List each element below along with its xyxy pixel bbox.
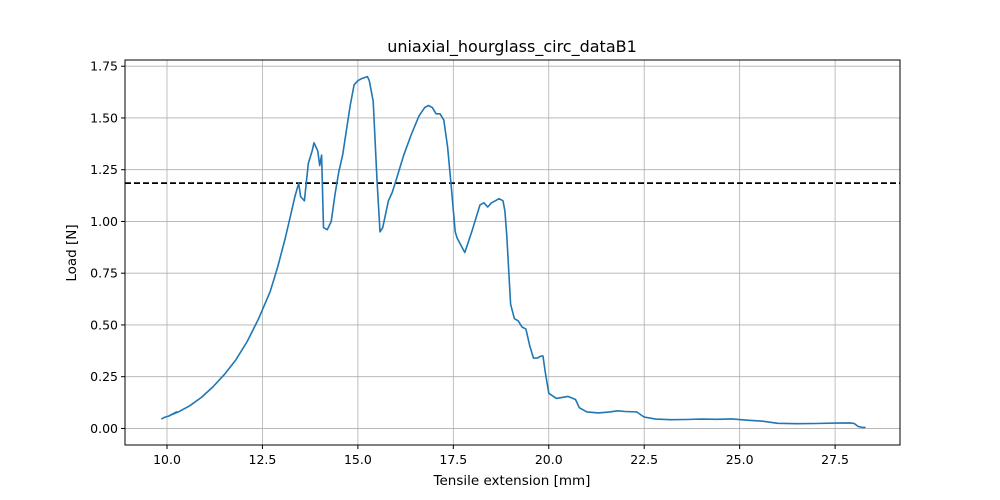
x-tick-label: 10.0	[153, 452, 181, 467]
y-axis: 0.00 0.25 0.50 0.75 1.00 1.25 1.50 1.75	[90, 59, 125, 436]
x-tick-label: 17.5	[439, 452, 467, 467]
x-axis-label: Tensile extension [mm]	[433, 473, 591, 489]
x-axis: 10.0 12.5 15.0 17.5 20.0 22.5 25.0 27.5	[153, 445, 849, 467]
y-tick-label: 1.75	[90, 59, 118, 74]
x-tick-label: 15.0	[344, 452, 372, 467]
y-tick-label: 1.25	[90, 162, 118, 177]
chart-title: uniaxial_hourglass_circ_dataB1	[387, 37, 637, 57]
y-tick-label: 1.00	[90, 214, 118, 229]
y-axis-label: Load [N]	[64, 224, 80, 281]
y-tick-label: 0.00	[90, 421, 118, 436]
plot-frame	[124, 59, 901, 446]
x-tick-label: 22.5	[630, 452, 658, 467]
load-series-line	[160, 75, 866, 429]
x-tick-label: 25.0	[726, 452, 754, 467]
x-tick-label: 27.5	[821, 452, 849, 467]
y-tick-label: 0.75	[90, 266, 118, 281]
x-tick-label: 12.5	[249, 452, 277, 467]
grid	[125, 60, 900, 445]
x-tick-label: 20.0	[535, 452, 563, 467]
y-tick-label: 0.25	[90, 369, 118, 384]
y-tick-label: 0.50	[90, 317, 118, 332]
y-tick-label: 1.50	[90, 110, 118, 125]
